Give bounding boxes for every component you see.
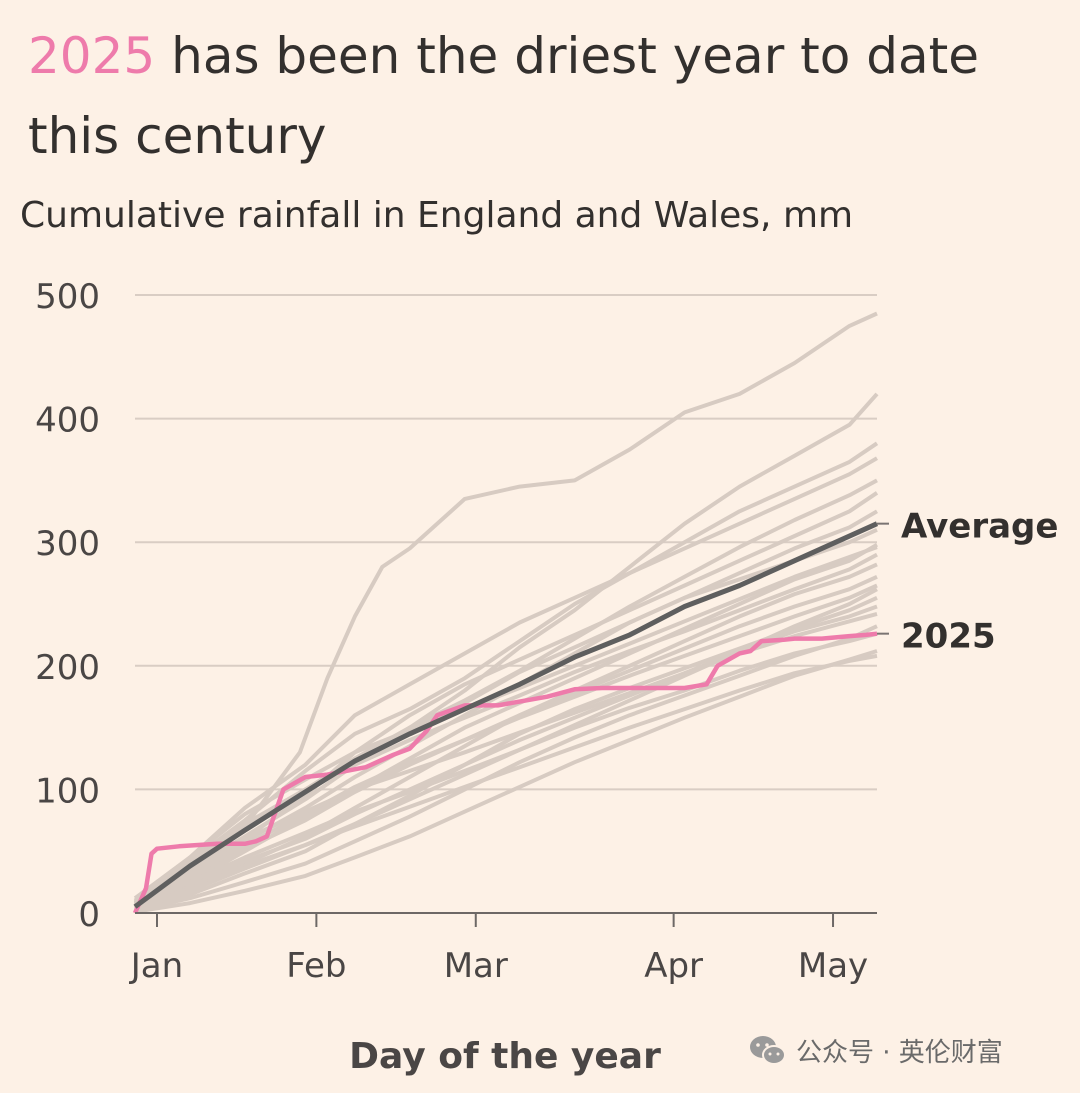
chart-subtitle: Cumulative rainfall in England and Wales… xyxy=(20,195,854,236)
history-line-9 xyxy=(133,552,878,904)
title-highlight: 2025 xyxy=(28,27,156,85)
y-tick-label: 400 xyxy=(35,401,100,441)
history-line-18 xyxy=(134,649,878,914)
main-series: 2025 Average xyxy=(132,507,1058,914)
watermark: 公众号 · 英伦财富 xyxy=(748,1032,1003,1069)
y-tick-label: 200 xyxy=(35,648,100,688)
y-tick-label: 500 xyxy=(35,277,100,317)
x-tick-label-apr: Apr xyxy=(644,946,703,986)
history-line-14 xyxy=(134,604,878,912)
history-line-22 xyxy=(134,587,878,913)
wechat-icon xyxy=(748,1034,788,1068)
history-line-12 xyxy=(134,583,878,908)
series-average-line xyxy=(133,521,879,909)
x-tick-label-feb: Feb xyxy=(286,946,346,986)
x-tick-label-mar: Mar xyxy=(444,946,508,986)
x-axis-label: Day of the year xyxy=(349,1036,661,1077)
series-2025-line xyxy=(132,631,878,914)
y-tick-label: 0 xyxy=(78,895,100,935)
history-line-5 xyxy=(133,491,879,910)
series-label-average: Average xyxy=(901,507,1058,547)
axes: 0 100 200 300 400 500 Jan Feb Mar Apr May Day of th… xyxy=(35,277,877,1077)
grid-layer xyxy=(135,294,877,791)
history-lines xyxy=(133,311,879,914)
x-tick-label-may: May xyxy=(798,946,868,986)
history-line-1 xyxy=(133,311,878,903)
title-text: has been the driest year to date this ce… xyxy=(28,27,979,165)
y-tick-label: 300 xyxy=(35,524,100,564)
series-label-2025: 2025 xyxy=(901,617,996,657)
chart-title: 2025 has been the driest year to date th… xyxy=(28,16,1058,176)
history-line-16 xyxy=(134,624,878,913)
history-line-20 xyxy=(133,545,878,903)
y-tick-label: 100 xyxy=(35,771,100,811)
history-line-4 xyxy=(133,456,879,900)
watermark-text: 公众号 · 英伦财富 xyxy=(796,1038,1003,1068)
x-tick-label-jan: Jan xyxy=(129,946,183,986)
